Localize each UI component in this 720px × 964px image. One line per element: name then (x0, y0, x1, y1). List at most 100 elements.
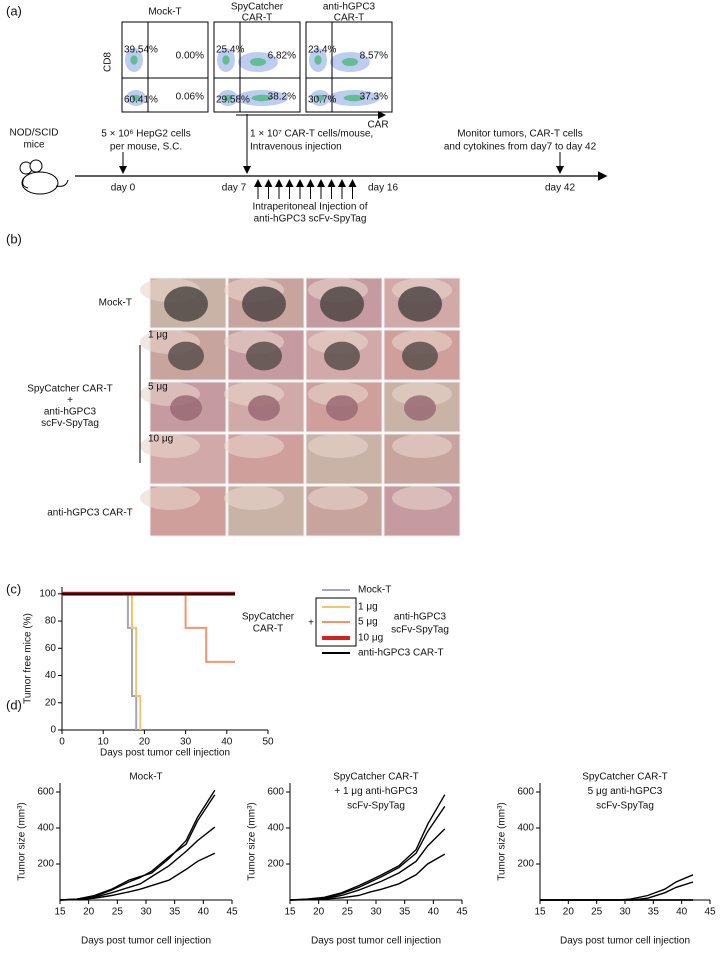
quadrant-percent: 6.82% (268, 51, 296, 62)
x-tick-label: 40 (676, 907, 688, 918)
legend-group-label: scFv-SpyTag (391, 625, 449, 636)
tumor (248, 395, 280, 421)
group-label: anti-hGPC3 (44, 407, 97, 418)
photo-shade (392, 486, 452, 510)
flow-dots-core (314, 55, 322, 65)
x-tick-label: 45 (456, 907, 468, 918)
y-tick-label: 0 (50, 725, 56, 736)
chart-title: SpyCatcher CAR-T (582, 772, 668, 783)
legend-label: 10 μg (358, 633, 383, 644)
step-text: and cytokines from day7 to day 42 (444, 142, 597, 153)
day-label: day 16 (368, 183, 398, 194)
x-tick-label: 35 (399, 907, 411, 918)
flow-dots-core (130, 55, 138, 65)
row-label: anti-hGPC3 CAR-T (47, 508, 133, 519)
quadrant-percent: 29.58% (216, 95, 250, 106)
x-tick-label: 40 (428, 907, 440, 918)
x-tick-label: 20 (83, 907, 95, 918)
chart-title: scFv-SpyTag (596, 801, 654, 812)
x-tick-label: 30 (180, 737, 192, 748)
mouse-icon (21, 171, 59, 195)
quadrant-percent: 0.00% (176, 51, 204, 62)
x-tick-label: 15 (54, 907, 66, 918)
y-tick-label: 400 (37, 823, 54, 834)
flow-dots-core (251, 94, 273, 102)
panel-label: (b) (6, 231, 22, 246)
data-line (59, 794, 216, 901)
x-axis-label: Days post tumor cell injection (560, 936, 690, 947)
flow-dots-core (224, 94, 232, 102)
photo-shade (140, 486, 200, 510)
x-tick-label: 45 (226, 907, 238, 918)
tumor (398, 286, 442, 322)
step-text: 1 × 10⁷ CAR-T cells/mouse, (250, 129, 373, 140)
flow-title: anti-hGPC3 (323, 2, 376, 13)
x-tick-label: 30 (370, 907, 382, 918)
quadrant-percent: 60.41% (124, 95, 158, 106)
step-text: per mouse, S.C. (110, 142, 182, 153)
step-text: Intravenous injection (250, 142, 342, 153)
flow-dots-core (132, 94, 140, 102)
panel-label: (c) (6, 581, 21, 596)
data-line (289, 853, 446, 901)
injection-text: Intraperitoneal Injection of (252, 202, 367, 213)
x-tick-label: 0 (59, 737, 65, 748)
flow-title: CAR-T (334, 13, 365, 24)
quadrant-percent: 30.7% (308, 95, 336, 106)
x-tick-label: 20 (139, 737, 151, 748)
legend-box (315, 597, 357, 647)
step-text: Monitor tumors, CAR-T cells (457, 129, 582, 140)
chart-title: scFv-SpyTag (347, 801, 405, 812)
legend-label: Mock-T (358, 585, 391, 596)
photo-shade (224, 434, 284, 458)
injection-text: anti-hGPC3 scFv-SpyTag (254, 214, 367, 225)
row-label: 10 μg (148, 434, 173, 445)
y-axis-label: Tumor size (mm³) (17, 802, 28, 881)
group-label: scFv-SpyTag (41, 418, 99, 429)
quadrant-percent: 8.57% (360, 51, 388, 62)
photo-shade (392, 434, 452, 458)
flow-title: SpyCatcher (231, 2, 284, 13)
photo-shade (392, 382, 452, 406)
axis-label: CD8 (103, 52, 114, 72)
legend-group-label: SpyCatcher (242, 612, 295, 623)
axis-label: CAR (367, 120, 388, 131)
tumor (168, 341, 204, 371)
x-tick-label: 25 (112, 907, 124, 918)
x-tick-label: 30 (619, 907, 631, 918)
photo-shade (140, 434, 200, 458)
y-tick-label: 400 (517, 823, 534, 834)
quadrant-percent: 39.54% (124, 45, 158, 56)
row-label: 1 μg (148, 330, 168, 341)
chart-title: Mock-T (129, 772, 162, 783)
x-axis-label: Days post tumor cell injection (311, 936, 441, 947)
x-tick-label: 35 (648, 907, 660, 918)
legend-label: anti-hGPC3 CAR-T (358, 648, 444, 659)
legend-label: 5 μg (358, 617, 378, 628)
y-tick-label: 40 (45, 670, 57, 681)
x-tick-label: 20 (313, 907, 325, 918)
quadrant-percent: 0.06% (176, 92, 204, 103)
photo-shade (308, 434, 368, 458)
x-tick-label: 15 (284, 907, 296, 918)
x-tick-label: 25 (342, 907, 354, 918)
x-axis-label: Days post tumor cell injection (100, 748, 230, 759)
y-tick-label: 600 (267, 787, 284, 798)
group-label: SpyCatcher CAR-T (27, 384, 113, 395)
tumor (242, 286, 286, 322)
quadrant-percent: 23.4% (308, 45, 336, 56)
photo-shade (308, 486, 368, 510)
flow-title: Mock-T (148, 7, 181, 18)
x-tick-label: 40 (198, 907, 210, 918)
chart-title: 5 μg anti-hGPC3 (588, 786, 663, 797)
y-tick-label: 600 (37, 787, 54, 798)
step-text: 5 × 10⁶ HepG2 cells (101, 129, 190, 140)
y-tick-label: 200 (267, 859, 284, 870)
tumor (246, 341, 282, 371)
y-tick-label: 200 (37, 859, 54, 870)
day-label: day 7 (222, 183, 247, 194)
y-tick-label: 200 (517, 859, 534, 870)
group-label: + (67, 395, 73, 406)
panel-label: (d) (6, 697, 22, 712)
